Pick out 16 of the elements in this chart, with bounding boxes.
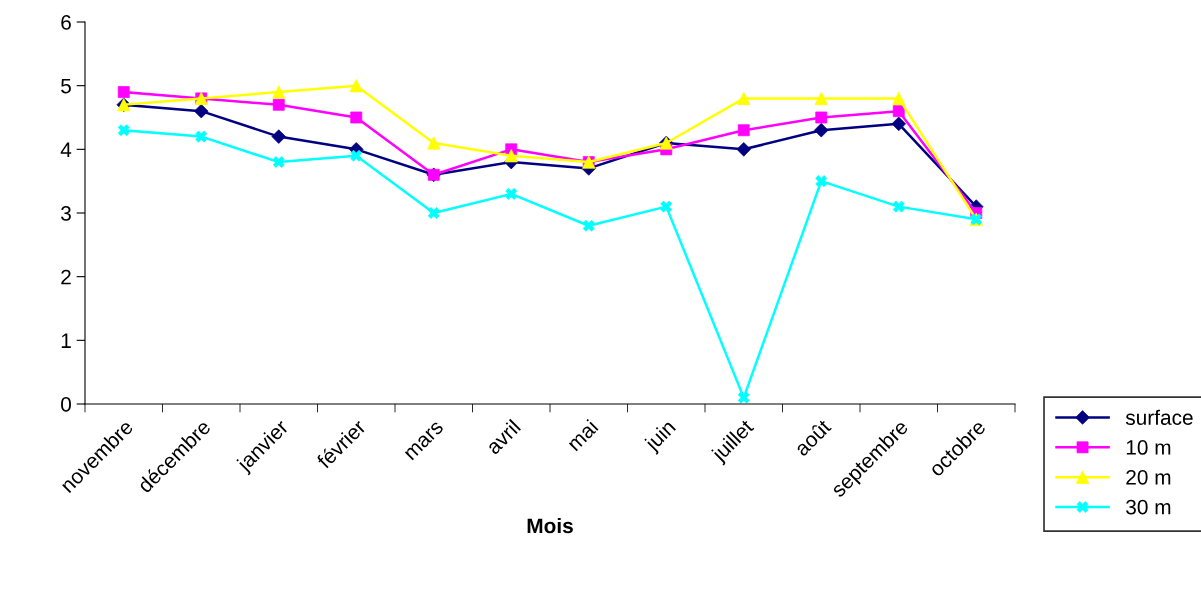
legend-label: 20 m (1126, 469, 1171, 485)
x-tick-label: août (793, 417, 832, 457)
legend-label: 10 m (1126, 440, 1171, 455)
x-axis-title: Mois (527, 517, 573, 534)
y-tick-label: 3 (61, 206, 71, 221)
y-tick-label: 6 (61, 15, 71, 30)
legend-label: 30 m (1126, 499, 1171, 515)
x-tick-label: juin (642, 418, 680, 455)
y-tick-label: 5 (61, 78, 71, 94)
x-tick-label: mai (565, 418, 599, 452)
legend-label: surface (1125, 409, 1193, 425)
y-tick-label: 1 (61, 333, 71, 348)
x-tick-label: avril (484, 418, 522, 456)
y-tick-label: 4 (60, 142, 72, 157)
y-tick-label: 0 (61, 397, 71, 412)
y-tick-label: 2 (61, 269, 71, 285)
